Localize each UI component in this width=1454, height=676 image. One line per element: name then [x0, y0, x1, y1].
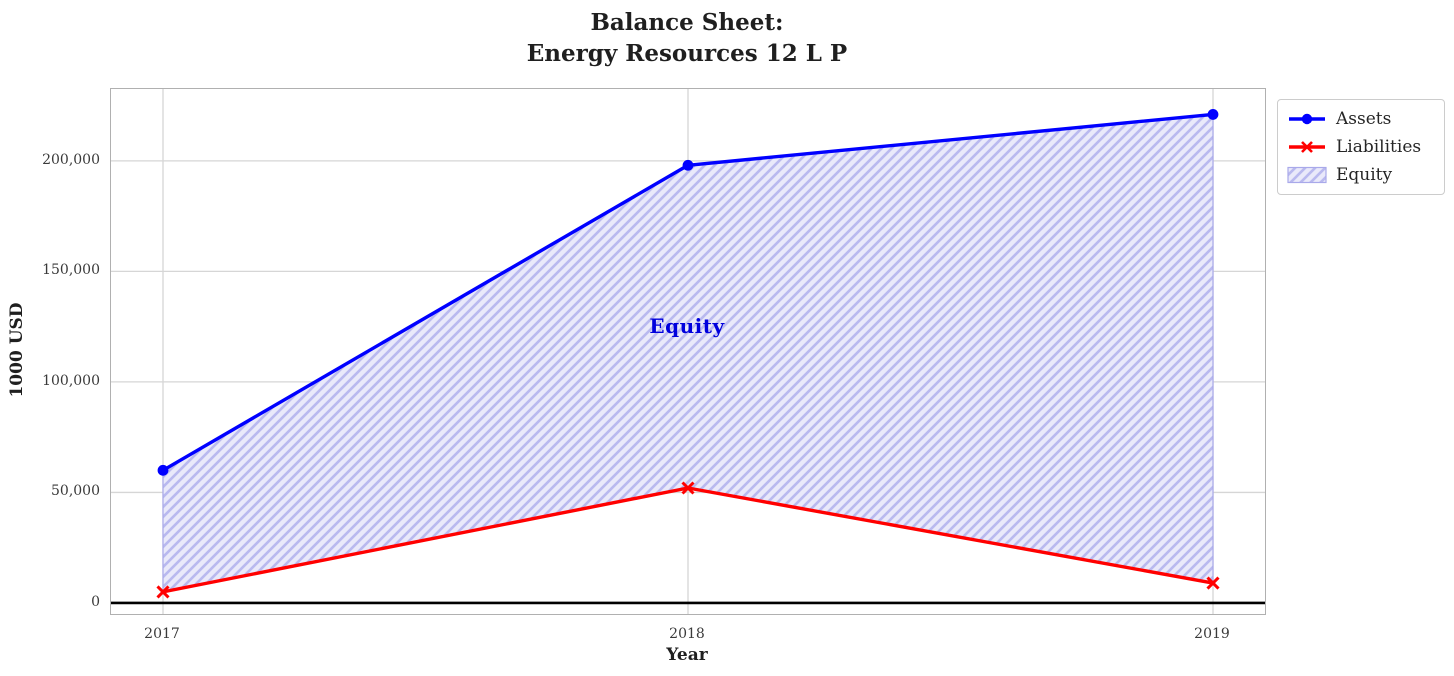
x-tick-label: 2017	[144, 626, 180, 642]
legend-item-assets: Assets	[1287, 108, 1432, 130]
chart-title-line2: Energy Resources 12 L P	[526, 40, 848, 67]
legend-label-liabilities: Liabilities	[1336, 137, 1422, 157]
legend: Assets Liabilities Equity	[1277, 99, 1445, 195]
liabilities-legend-line-icon	[1289, 141, 1325, 153]
x-axis-label: Year	[666, 645, 708, 665]
assets-marker	[1207, 109, 1219, 120]
assets-marker	[157, 464, 169, 476]
legend-label-equity: Equity	[1336, 165, 1393, 185]
chart-title-line1: Balance Sheet:	[590, 9, 784, 36]
liabilities-marker	[156, 585, 170, 599]
plot-area	[110, 88, 1266, 615]
liabilities-marker	[681, 481, 695, 495]
y-tick-label: 50,000	[51, 483, 100, 500]
y-tick-label: 0	[91, 593, 100, 610]
chart-title: Balance Sheet: Energy Resources 12 L P	[110, 7, 1264, 69]
equity-legend-swatch-icon	[1287, 166, 1327, 184]
y-tick-label: 200,000	[42, 151, 100, 168]
assets-legend-line-icon	[1289, 113, 1325, 125]
x-tick-label: 2019	[1194, 626, 1230, 642]
chart-canvas	[111, 89, 1265, 614]
y-tick-label: 100,000	[42, 372, 100, 389]
assets-marker	[682, 159, 694, 171]
legend-label-assets: Assets	[1336, 109, 1392, 129]
legend-item-liabilities: Liabilities	[1287, 136, 1432, 158]
liabilities-marker	[1206, 576, 1220, 590]
legend-item-equity: Equity	[1287, 164, 1432, 186]
x-tick-label: 2018	[669, 626, 705, 642]
y-tick-label: 150,000	[42, 262, 100, 279]
equity-area-label: Equity	[649, 313, 725, 338]
